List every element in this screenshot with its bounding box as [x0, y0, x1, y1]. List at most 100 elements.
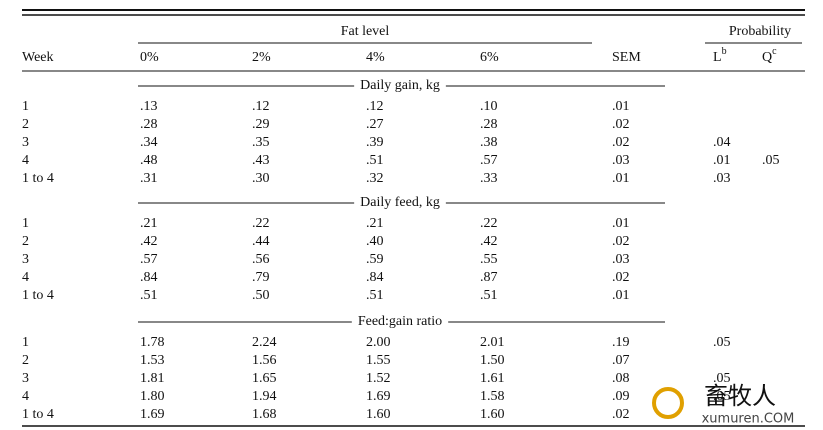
- cell: .04: [713, 135, 731, 150]
- cell: .48: [140, 153, 158, 168]
- cell: .22: [252, 216, 270, 231]
- cell: 2.01: [480, 335, 505, 350]
- cell: .21: [140, 216, 158, 231]
- column-header-text: 2%: [252, 50, 271, 65]
- cell: .56: [252, 252, 270, 267]
- cell: .12: [366, 99, 384, 114]
- column-header: Week: [22, 50, 54, 65]
- column-header-text: Week: [22, 50, 54, 65]
- cell: .51: [366, 288, 384, 303]
- cell: .39: [366, 135, 384, 150]
- cell: .28: [140, 117, 158, 132]
- column-header-sup: b: [722, 46, 727, 57]
- cell: .22: [480, 216, 498, 231]
- column-header-text: L: [713, 50, 722, 65]
- cell: .84: [140, 270, 158, 285]
- cell: .01: [612, 216, 630, 231]
- cell: .12: [252, 99, 270, 114]
- cell: .51: [480, 288, 498, 303]
- watermark: 畜牧人 xumuren.COM: [652, 382, 795, 427]
- cell: .19: [612, 335, 630, 350]
- cell: .50: [252, 288, 270, 303]
- cell: .02: [612, 270, 630, 285]
- group-header: Probability: [729, 24, 791, 39]
- row-label: 2: [22, 117, 29, 132]
- cell: 1.94: [252, 389, 277, 404]
- cell: 2.24: [252, 335, 277, 350]
- column-header: 0%: [140, 50, 159, 65]
- cell: 1.60: [480, 407, 505, 422]
- column-header: SEM: [612, 50, 641, 65]
- column-header-sup: c: [772, 46, 777, 57]
- section-title: Daily gain, kg: [360, 78, 440, 93]
- cell: .13: [140, 99, 158, 114]
- cell: .32: [366, 171, 384, 186]
- row-label: 4: [22, 389, 29, 404]
- cell: .05: [713, 389, 731, 404]
- cell: .10: [480, 99, 498, 114]
- cell: .59: [366, 252, 384, 267]
- row-label: 1: [22, 99, 29, 114]
- row-label: 1 to 4: [22, 171, 54, 186]
- row-label: 3: [22, 135, 29, 150]
- cell: .57: [140, 252, 158, 267]
- row-label: 4: [22, 153, 29, 168]
- cell: .35: [252, 135, 270, 150]
- cell: 1.80: [140, 389, 165, 404]
- cell: .84: [366, 270, 384, 285]
- column-header: Qc: [762, 46, 777, 65]
- cell: .02: [612, 135, 630, 150]
- cell: .57: [480, 153, 498, 168]
- cell: .40: [366, 234, 384, 249]
- cell: .21: [366, 216, 384, 231]
- cell: .05: [762, 153, 780, 168]
- cell: .43: [252, 153, 270, 168]
- cell: .03: [612, 252, 630, 267]
- cell: .01: [612, 171, 630, 186]
- cell: .05: [713, 335, 731, 350]
- cell: 1.78: [140, 335, 165, 350]
- row-label: 3: [22, 252, 29, 267]
- cell: 1.61: [480, 371, 505, 386]
- cell: .01: [612, 288, 630, 303]
- row-label: 2: [22, 353, 29, 368]
- cell: .28: [480, 117, 498, 132]
- cell: .30: [252, 171, 270, 186]
- column-header-text: Q: [762, 50, 772, 65]
- cell: .08: [612, 371, 630, 386]
- cell: 1.53: [140, 353, 165, 368]
- row-label: 2: [22, 234, 29, 249]
- cell: .34: [140, 135, 158, 150]
- column-header: 6%: [480, 50, 499, 65]
- cell: .02: [612, 234, 630, 249]
- cell: .51: [140, 288, 158, 303]
- row-label: 1: [22, 335, 29, 350]
- column-header: 2%: [252, 50, 271, 65]
- watermark-logo: [652, 387, 684, 419]
- cell: .87: [480, 270, 498, 285]
- column-header-text: 6%: [480, 50, 499, 65]
- cell: .38: [480, 135, 498, 150]
- section-title: Daily feed, kg: [360, 195, 440, 210]
- cell: 1.58: [480, 389, 505, 404]
- cell: 1.65: [252, 371, 277, 386]
- cell: .02: [612, 117, 630, 132]
- cell: .42: [480, 234, 498, 249]
- column-header-text: SEM: [612, 50, 641, 65]
- cell: .05: [713, 371, 731, 386]
- cell: 1.81: [140, 371, 165, 386]
- cell: .27: [366, 117, 384, 132]
- cell: 1.56: [252, 353, 277, 368]
- row-label: 1 to 4: [22, 407, 54, 422]
- cell: 1.68: [252, 407, 277, 422]
- cell: 1.50: [480, 353, 505, 368]
- cell: .03: [612, 153, 630, 168]
- cell: .01: [612, 99, 630, 114]
- column-header-text: 4%: [366, 50, 385, 65]
- cell: 1.52: [366, 371, 391, 386]
- watermark-site: xumuren.COM: [702, 412, 795, 427]
- cell: .01: [713, 153, 731, 168]
- column-header: 4%: [366, 50, 385, 65]
- column-header: Lb: [713, 46, 727, 65]
